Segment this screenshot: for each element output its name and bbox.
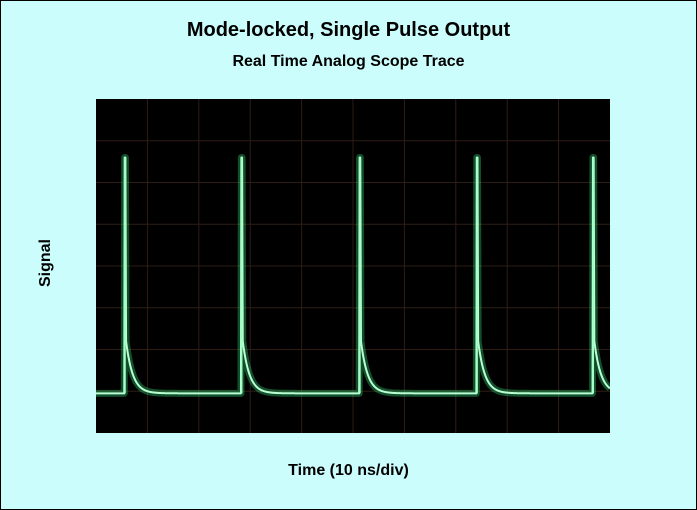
chart-title: Mode-locked, Single Pulse Output: [186, 19, 511, 41]
oscilloscope-screen: [96, 99, 610, 433]
trace-line: [96, 156, 610, 395]
pulse-trace: [96, 153, 610, 397]
y-axis-label: Signal: [37, 238, 54, 288]
x-axis-label: Time (10 ns/div): [288, 462, 409, 479]
scope-grid: [96, 99, 610, 433]
chart-subtitle: Real Time Analog Scope Trace: [232, 53, 465, 70]
